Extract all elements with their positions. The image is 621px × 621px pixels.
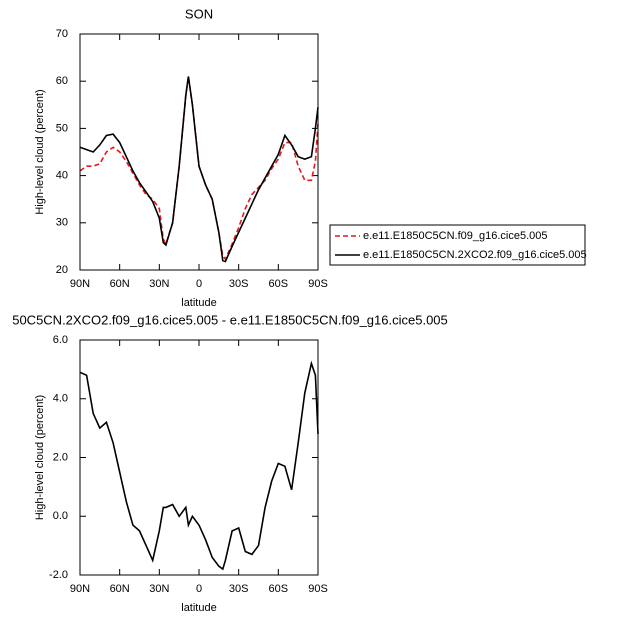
y-tick-label: -2.0 (49, 569, 68, 581)
x-axis-label: latitude (181, 297, 216, 309)
chart-title: 50C5CN.2XCO2.f09_g16.cice5.005 - e.e11.E… (12, 312, 448, 327)
x-tick-label: 30N (149, 583, 169, 595)
legend-box (329, 224, 586, 266)
x-tick-label: 90S (308, 583, 328, 595)
x-tick-label: 90N (70, 278, 90, 290)
y-tick-label: 4.0 (53, 393, 68, 405)
x-tick-label: 30S (229, 278, 249, 290)
y-tick-label: 2.0 (53, 451, 68, 463)
y-axis-label: High-level cloud (percent) (34, 395, 46, 520)
x-tick-label: 0 (196, 583, 202, 595)
y-axis-label: High-level cloud (percent) (34, 89, 46, 214)
legend-label: e.e11.E1850C5CN.2XCO2.f09_g16.cice5.005 (363, 249, 587, 261)
plot-frame (79, 339, 319, 576)
x-tick-label: 90N (70, 583, 90, 595)
x-axis-label: latitude (181, 602, 216, 614)
y-tick-label: 30 (56, 217, 68, 229)
x-tick-label: 30N (149, 278, 169, 290)
chart-title: SON (185, 6, 213, 21)
y-tick-label: 20 (56, 264, 68, 276)
y-tick-label: 70 (56, 28, 68, 40)
y-tick-label: 50 (56, 122, 68, 134)
series-line (79, 360, 319, 571)
y-tick-label: 6.0 (53, 334, 68, 346)
legend-label: e.e11.E1850C5CN.f09_g16.cice5.005 (363, 230, 548, 242)
x-tick-label: 60S (269, 278, 289, 290)
series-line (79, 76, 319, 263)
x-tick-label: 60N (110, 583, 130, 595)
x-tick-label: 0 (196, 278, 202, 290)
x-tick-label: 60S (269, 583, 289, 595)
x-tick-label: 90S (308, 278, 328, 290)
y-tick-label: 0.0 (53, 510, 68, 522)
x-tick-label: 30S (229, 583, 249, 595)
y-tick-label: 40 (56, 170, 68, 182)
y-tick-label: 60 (56, 75, 68, 87)
x-tick-label: 60N (110, 278, 130, 290)
plot-frame (79, 33, 319, 271)
